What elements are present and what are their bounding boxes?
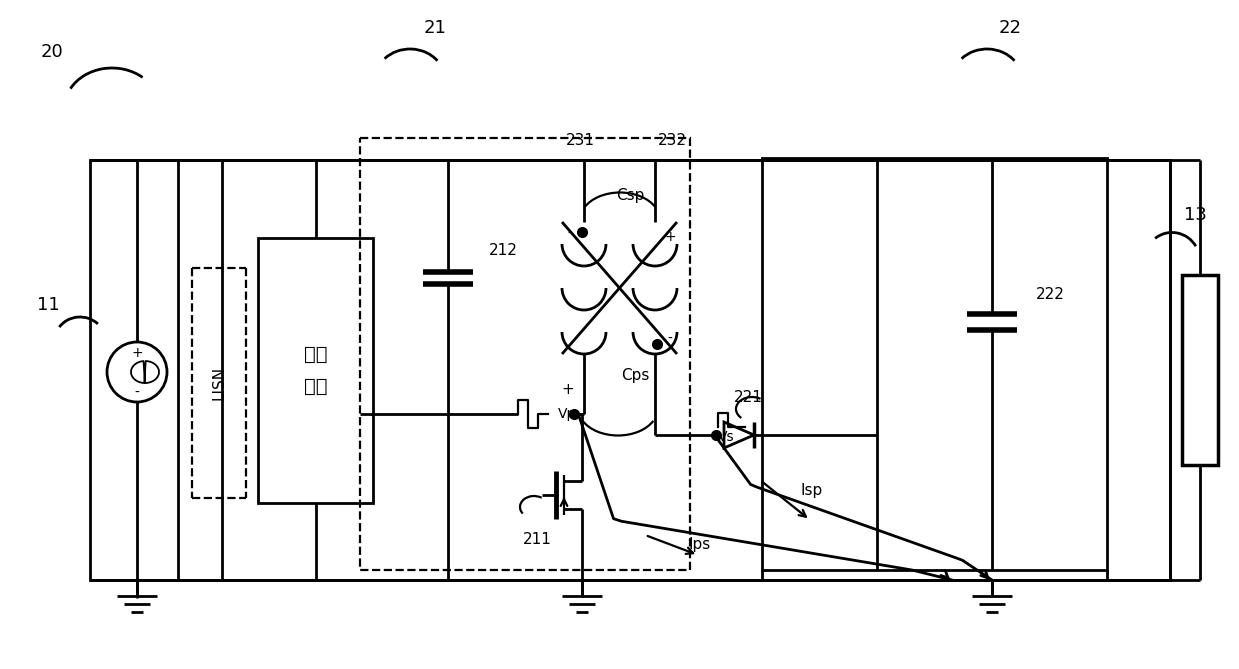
Text: 221: 221 xyxy=(733,389,762,405)
Text: +: + xyxy=(664,230,675,244)
Text: Vs: Vs xyxy=(717,430,735,444)
Bar xyxy=(361,138,690,570)
Text: Isp: Isp xyxy=(800,482,823,498)
Text: -: - xyxy=(567,227,572,241)
Bar xyxy=(258,238,373,503)
Text: +: + xyxy=(561,381,575,397)
Text: 232: 232 xyxy=(658,132,686,147)
Text: 21: 21 xyxy=(424,19,446,37)
Text: 222: 222 xyxy=(1036,286,1064,302)
Text: Csp: Csp xyxy=(616,187,644,203)
Bar xyxy=(1182,275,1218,465)
Text: 22: 22 xyxy=(999,19,1021,37)
Bar xyxy=(90,160,1170,580)
Text: Ips: Ips xyxy=(689,537,711,553)
Text: Cps: Cps xyxy=(621,367,649,383)
Text: 231: 231 xyxy=(565,132,595,147)
Text: 212: 212 xyxy=(488,242,518,258)
Text: 13: 13 xyxy=(1183,206,1207,224)
Bar xyxy=(762,158,1106,570)
Text: 整流: 整流 xyxy=(304,345,327,364)
Text: Vp: Vp xyxy=(558,407,576,421)
Text: 211: 211 xyxy=(523,533,551,547)
Text: 电路: 电路 xyxy=(304,377,327,396)
Text: +: + xyxy=(131,346,142,360)
Text: LISN: LISN xyxy=(212,366,227,400)
Text: 20: 20 xyxy=(41,43,63,61)
Text: -: - xyxy=(135,386,140,400)
Text: 11: 11 xyxy=(37,296,59,314)
Text: -: - xyxy=(668,332,673,346)
